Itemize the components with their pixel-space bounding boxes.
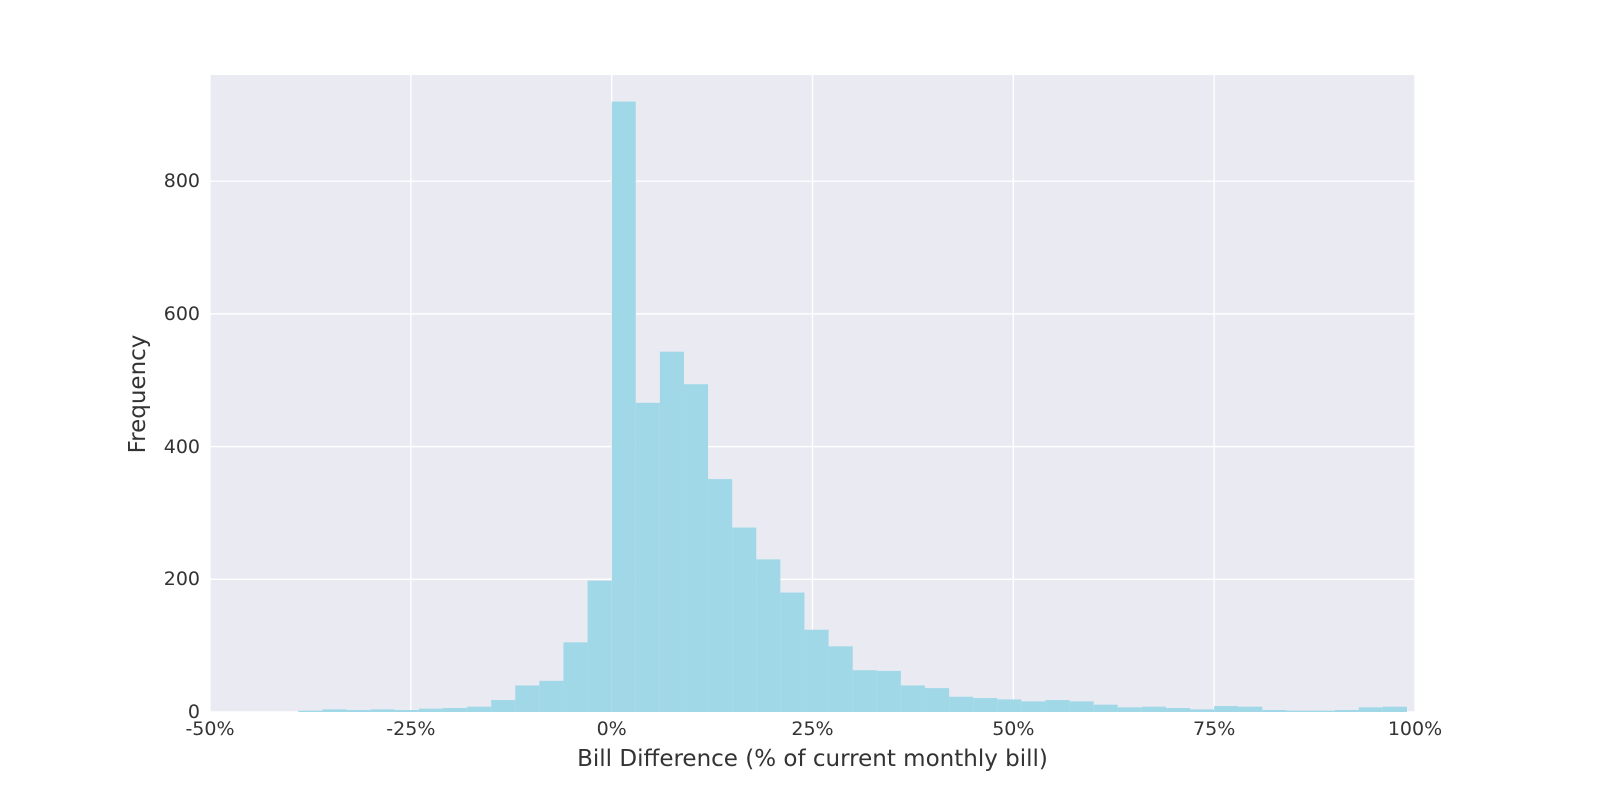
y-tick-label: 0 (188, 701, 200, 723)
x-tick-label: 0% (597, 718, 627, 740)
y-tick-label: 600 (164, 303, 200, 325)
y-tick-label: 800 (164, 170, 200, 192)
x-axis-label: Bill Difference (% of current monthly bi… (577, 746, 1048, 772)
x-tick-label: 25% (791, 718, 833, 740)
chart-svg (0, 0, 1600, 800)
x-tick-label: 50% (992, 718, 1034, 740)
y-tick-label: 400 (164, 436, 200, 458)
x-tick-label: -25% (386, 718, 435, 740)
histogram-chart: Frequency Bill Difference (% of current … (0, 0, 1600, 800)
y-tick-label: 200 (164, 568, 200, 590)
x-tick-label: 75% (1193, 718, 1235, 740)
x-tick-label: 100% (1388, 718, 1442, 740)
y-axis-label: Frequency (125, 334, 151, 453)
